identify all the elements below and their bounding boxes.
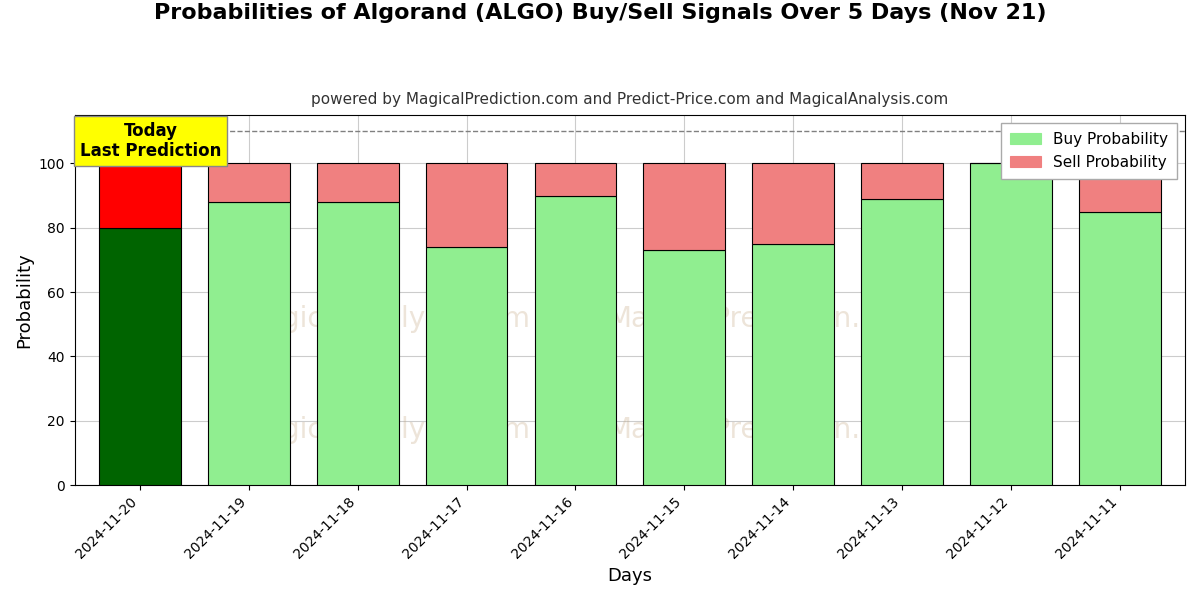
Bar	[317, 202, 398, 485]
Bar	[752, 163, 834, 244]
Text: MagicalPrediction.com: MagicalPrediction.com	[607, 305, 919, 332]
Text: MagicalAnalysis.com: MagicalAnalysis.com	[241, 416, 530, 443]
X-axis label: Days: Days	[607, 567, 653, 585]
Bar	[862, 199, 943, 485]
Bar	[1079, 212, 1160, 485]
Text: MagicalPrediction.com: MagicalPrediction.com	[607, 416, 919, 443]
Bar	[862, 163, 943, 199]
Legend: Buy Probability, Sell Probability: Buy Probability, Sell Probability	[1001, 123, 1177, 179]
Text: MagicalAnalysis.com: MagicalAnalysis.com	[241, 305, 530, 332]
Text: Probabilities of Algorand (ALGO) Buy/Sell Signals Over 5 Days (Nov 21): Probabilities of Algorand (ALGO) Buy/Sel…	[154, 3, 1046, 23]
Text: Today
Last Prediction: Today Last Prediction	[80, 122, 222, 160]
Bar	[534, 163, 617, 196]
Bar	[208, 202, 289, 485]
Bar	[426, 247, 508, 485]
Bar	[643, 250, 725, 485]
Bar	[100, 228, 181, 485]
Bar	[208, 163, 289, 202]
Bar	[1079, 163, 1160, 212]
Bar	[970, 163, 1051, 485]
Bar	[100, 163, 181, 228]
Y-axis label: Probability: Probability	[16, 252, 34, 348]
Bar	[643, 163, 725, 250]
Bar	[534, 196, 617, 485]
Bar	[317, 163, 398, 202]
Bar	[752, 244, 834, 485]
Title: powered by MagicalPrediction.com and Predict-Price.com and MagicalAnalysis.com: powered by MagicalPrediction.com and Pre…	[311, 92, 948, 107]
Bar	[426, 163, 508, 247]
